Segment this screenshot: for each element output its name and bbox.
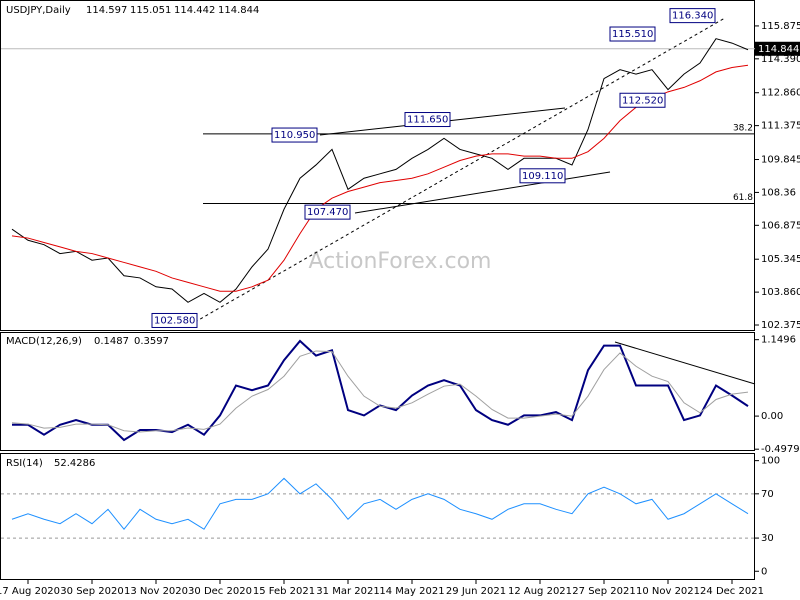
annotation-box [619, 92, 666, 108]
series-line [11, 350, 749, 433]
series-line [11, 38, 749, 303]
x-tick-label: 27 Sep 2021 [572, 586, 635, 597]
y-tick-label: 102.375 [761, 320, 800, 331]
x-tick-label: 13 Nov 2020 [124, 586, 188, 597]
indicator-label: RSI(14) [6, 458, 43, 469]
annotation-box [404, 112, 451, 128]
trendline [614, 341, 756, 385]
y-tick-label: 30 [761, 533, 774, 544]
series-line [12, 339, 749, 442]
y-tick-label: 108.36 [761, 187, 796, 198]
annotation-label: 111.650 [407, 115, 448, 126]
panel-frame [0, 0, 755, 331]
y-tick-label: -0.4979 [761, 444, 800, 455]
ohlc: 114.844 [218, 5, 259, 16]
y-tick-label: 115.875 [761, 21, 800, 32]
label-background [2, 2, 264, 18]
x-tick-label: 12 Aug 2021 [508, 586, 572, 597]
y-tick-label: 105.345 [761, 254, 800, 265]
annotation-box [669, 8, 716, 24]
annotation-label: 110.950 [274, 130, 315, 141]
annotation-box [609, 26, 656, 42]
ohlc: 114.597 [86, 5, 127, 16]
y-tick-label: 112.860 [761, 88, 800, 99]
annotation-box [304, 204, 351, 220]
x-tick-label: 17 Aug 2020 [0, 586, 60, 597]
x-tick-label: 15 Feb 2021 [253, 586, 315, 597]
y-tick-label: 0 [761, 566, 767, 577]
y-tick-label: 70 [761, 489, 774, 500]
x-tick-label: 14 May 2021 [379, 586, 444, 597]
ohlc: 114.442 [174, 5, 215, 16]
x-tick-label: 10 Nov 2021 [636, 586, 700, 597]
annotation-label: 116.340 [672, 11, 713, 22]
series-line [11, 64, 749, 292]
symbol: USDJPY,Daily [6, 5, 71, 16]
last-price-tag [755, 41, 800, 56]
fib-label: 61.8 [733, 193, 753, 203]
y-tick-label: 1.1496 [761, 335, 796, 346]
y-tick-label: 100 [761, 456, 780, 467]
y-tick-label: 106.875 [761, 220, 800, 231]
trendline [354, 171, 611, 214]
indicator-label: MACD(12,26,9) [6, 336, 82, 347]
annotation-label: 109.110 [522, 171, 563, 182]
watermark: ActionForex.com [309, 249, 492, 274]
label-background [2, 334, 168, 348]
ohlc: 115.051 [130, 5, 171, 16]
indicator-reading: 52.4286 [54, 458, 95, 469]
annotation-box [271, 127, 318, 143]
header: USDJPY,Daily 114.597 115.051 114.442 114… [2, 2, 264, 470]
y-tick-label: 111.375 [761, 121, 800, 132]
y-tick-label: 103.860 [761, 287, 800, 298]
annotation-label: 115.510 [612, 29, 653, 40]
indicator-reading: 0.1487 [94, 336, 129, 347]
indicator-reading: 0.3597 [134, 336, 169, 347]
panel-frame [0, 453, 755, 580]
annotation-label: 107.470 [307, 207, 348, 218]
annotation-label: 102.580 [154, 315, 195, 326]
x-tick-label: 24 Dec 2021 [700, 586, 764, 597]
y-tick-label: 0.00 [761, 411, 783, 422]
x-tick-label: 29 Jun 2021 [446, 586, 506, 597]
annotation-box [151, 312, 198, 328]
x-tick-label: 30 Sep 2020 [60, 586, 123, 597]
series-line [11, 477, 749, 531]
annotation-box [519, 168, 566, 184]
x-tick-label: 30 Dec 2020 [188, 586, 252, 597]
y-tick-label: 114.390 [761, 54, 800, 65]
x-tick-label: 31 Mar 2021 [316, 586, 379, 597]
fib-label: 38.2 [733, 123, 753, 133]
y-tick-label: 109.845 [761, 155, 800, 166]
last-price-label: 114.844 [758, 44, 799, 55]
label-background [2, 456, 102, 470]
annotation-label: 112.520 [622, 95, 663, 106]
panel-frame [0, 332, 755, 451]
